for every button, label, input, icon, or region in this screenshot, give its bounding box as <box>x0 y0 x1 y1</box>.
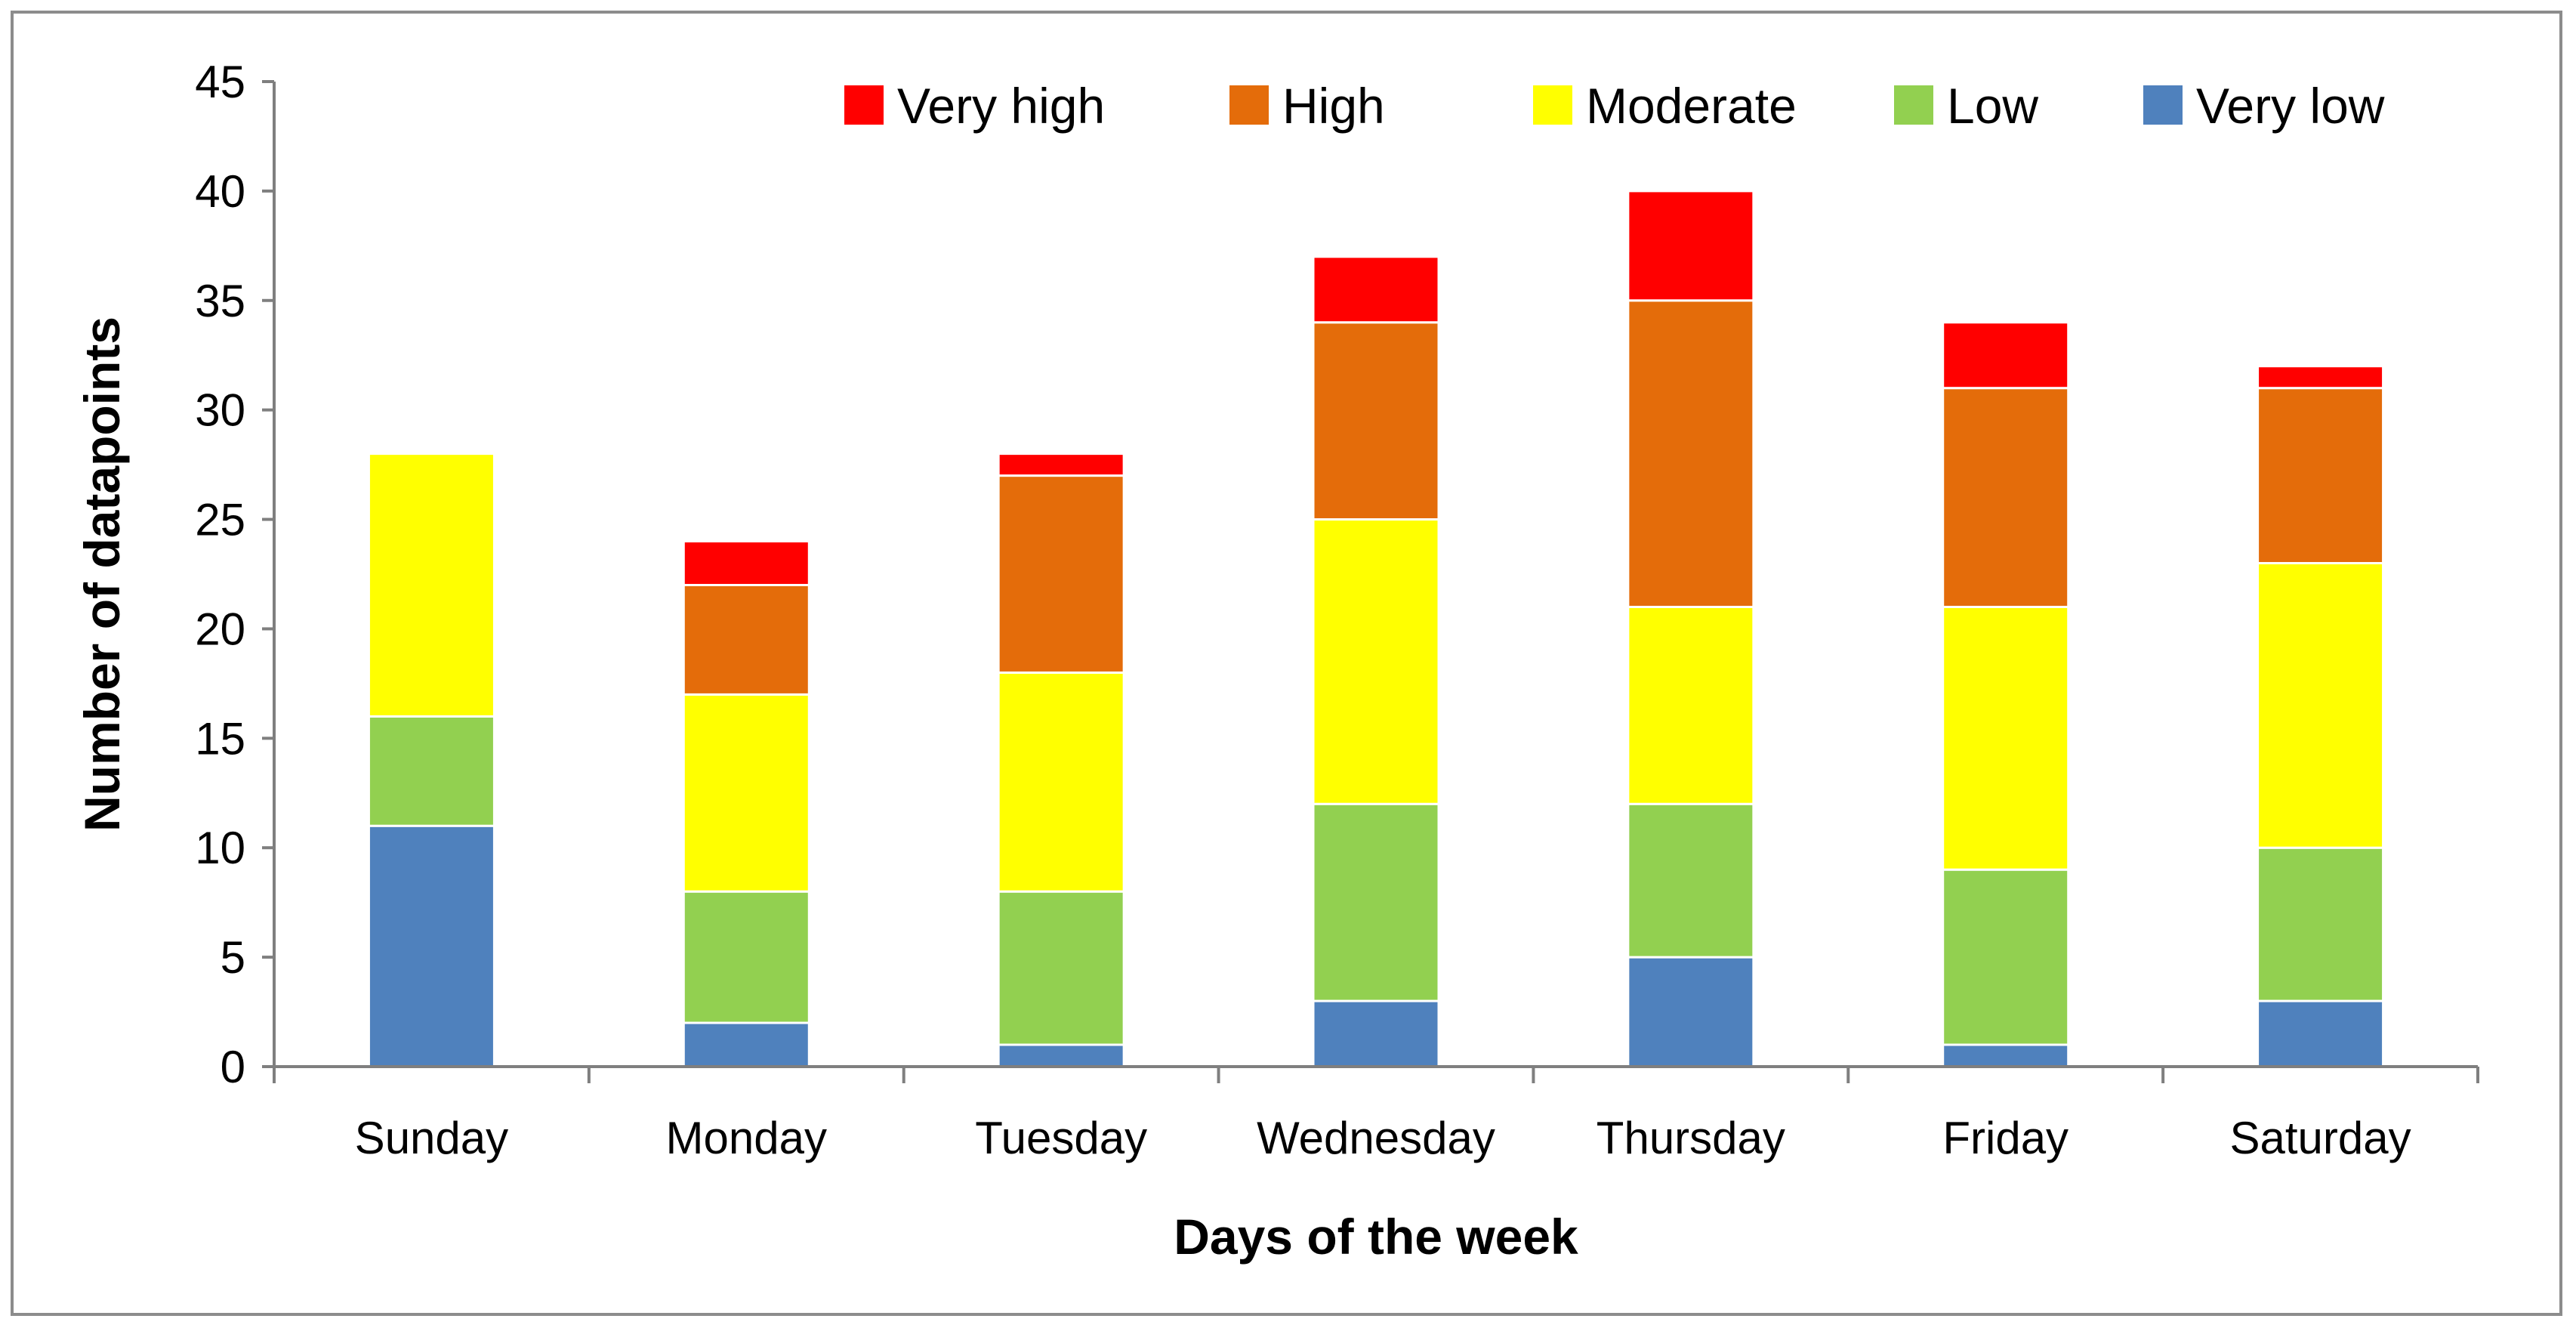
bars-layer <box>367 190 2385 1068</box>
bar-monday-moderate <box>682 693 810 893</box>
legend-label-very-high: Very high <box>897 78 1105 134</box>
y-tick-label: 40 <box>195 166 245 217</box>
x-tick-label-saturday: Saturday <box>2229 1113 2411 1163</box>
bar-wednesday-very-high <box>1312 255 1440 324</box>
bar-tuesday-high <box>997 474 1125 674</box>
bar-thursday-moderate <box>1627 605 1755 805</box>
bar-tuesday-very-low <box>997 1043 1125 1068</box>
bar-thursday-high <box>1627 299 1755 608</box>
bar-wednesday-very-low <box>1312 999 1440 1068</box>
axes-layer: 0 5 10 15 20 25 30 35 40 45 Sunday Monday Tuesday Wed… <box>195 57 2479 1163</box>
y-tick-label: 30 <box>195 385 245 436</box>
x-tick-label-monday: Monday <box>666 1113 827 1163</box>
y-tick-label: 10 <box>195 823 245 873</box>
legend-label-high: High <box>1282 78 1385 134</box>
x-tick-label-thursday: Thursday <box>1597 1113 1785 1163</box>
legend-swatch-high <box>1229 85 1269 125</box>
bar-tuesday-very-high <box>997 452 1125 477</box>
bar-thursday-very-high <box>1627 190 1755 302</box>
bar-friday-very-low <box>1942 1043 2070 1068</box>
bar-sunday-very-low <box>367 824 495 1068</box>
legend-swatch-very-low <box>2143 85 2183 125</box>
x-tick-label-sunday: Sunday <box>355 1113 509 1163</box>
bar-friday-moderate <box>1942 605 2070 871</box>
bar-monday-very-low <box>682 1021 810 1068</box>
bar-saturday-very-low <box>2257 999 2385 1068</box>
x-tick-label-tuesday: Tuesday <box>975 1113 1147 1163</box>
bar-friday-very-high <box>1942 321 2070 390</box>
y-tick-label: 15 <box>195 713 245 764</box>
bar-saturday-high <box>2257 387 2385 565</box>
legend-label-low: Low <box>1947 78 2038 134</box>
y-tick-label: 35 <box>195 276 245 326</box>
y-tick-label: 0 <box>221 1042 245 1092</box>
bar-wednesday-high <box>1312 321 1440 521</box>
legend-swatch-moderate <box>1533 85 1572 125</box>
legend-label-moderate: Moderate <box>1586 78 1797 134</box>
legend-swatch-low <box>1894 85 1933 125</box>
y-tick-label: 20 <box>195 604 245 654</box>
bar-monday-very-high <box>682 540 810 586</box>
bar-tuesday-moderate <box>997 671 1125 893</box>
bar-saturday-moderate <box>2257 562 2385 849</box>
y-tick-label: 25 <box>195 495 245 545</box>
bar-sunday-moderate <box>367 452 495 718</box>
bar-friday-high <box>1942 387 2070 608</box>
bar-wednesday-low <box>1312 802 1440 1002</box>
bar-sunday-low <box>367 715 495 827</box>
y-tick-label: 5 <box>221 932 245 983</box>
bar-tuesday-low <box>997 890 1125 1046</box>
y-axis-title: Number of datapoints <box>74 317 130 832</box>
bar-monday-low <box>682 890 810 1024</box>
bar-thursday-very-low <box>1627 956 1755 1068</box>
bar-wednesday-moderate <box>1312 518 1440 805</box>
bar-thursday-low <box>1627 802 1755 959</box>
bar-friday-low <box>1942 868 2070 1046</box>
legend: Very high High Moderate Low Very low <box>844 78 2385 134</box>
legend-swatch-very-high <box>844 85 884 125</box>
chart-frame: 0 5 10 15 20 25 30 35 40 45 Sunday Monday Tuesday Wed… <box>11 11 2562 1316</box>
x-tick-label-wednesday: Wednesday <box>1257 1113 1495 1163</box>
bar-monday-high <box>682 583 810 696</box>
bar-saturday-low <box>2257 846 2385 1002</box>
legend-label-very-low: Very low <box>2196 78 2385 134</box>
bar-saturday-very-high <box>2257 365 2385 390</box>
y-tick-label: 45 <box>195 57 245 107</box>
x-tick-label-friday: Friday <box>1942 1113 2069 1163</box>
stacked-bar-chart: 0 5 10 15 20 25 30 35 40 45 Sunday Monday Tuesday Wed… <box>74 57 2479 1265</box>
x-axis-title: Days of the week <box>1174 1209 1578 1265</box>
